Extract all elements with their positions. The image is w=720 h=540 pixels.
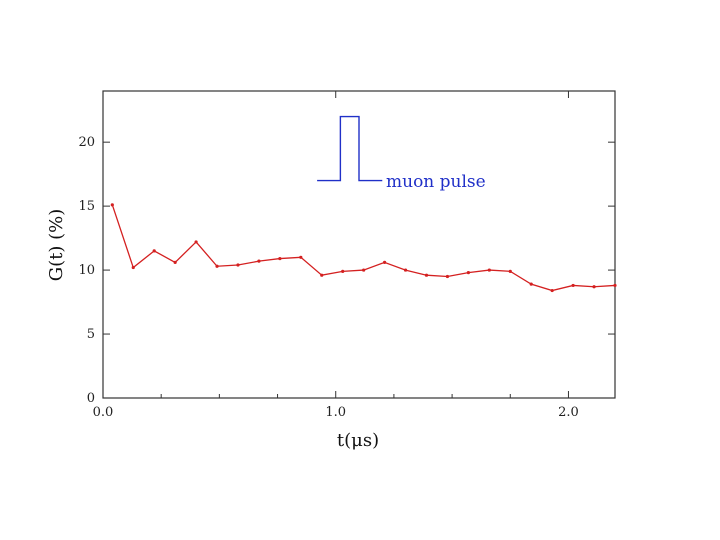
axes-frame xyxy=(102,90,616,399)
series-layer xyxy=(110,203,617,293)
data-point xyxy=(152,249,156,253)
series-line xyxy=(111,204,616,292)
data-point xyxy=(571,283,575,288)
data-point xyxy=(215,264,219,268)
data-point xyxy=(383,260,387,265)
muon-pulse-label: muon pulse xyxy=(386,172,486,192)
axis-ticks xyxy=(102,91,615,399)
data-point xyxy=(550,288,554,293)
data-point xyxy=(194,240,198,244)
data-point xyxy=(110,203,114,207)
data-point xyxy=(341,269,345,273)
annotation-layer: muon pulse xyxy=(317,115,486,192)
data-point xyxy=(529,282,533,286)
x-tick-label: 0.0 xyxy=(93,405,114,420)
data-point xyxy=(131,265,135,270)
data-point xyxy=(299,255,303,259)
data-point xyxy=(403,268,408,272)
data-point xyxy=(236,263,240,267)
data-point xyxy=(320,273,324,277)
data-point xyxy=(424,273,429,277)
y-tick-label: 5 xyxy=(87,327,95,342)
data-point xyxy=(173,260,177,265)
y-tick-label: 20 xyxy=(78,135,95,150)
data-point xyxy=(362,268,366,272)
y-tick-label: 15 xyxy=(78,199,95,214)
plot-frame xyxy=(102,90,616,399)
data-point xyxy=(466,271,470,275)
data-point xyxy=(278,256,282,261)
data-point xyxy=(508,269,512,273)
x-tick-label: 2.0 xyxy=(558,405,579,420)
x-axis-label: t(μs) xyxy=(337,430,379,451)
y-tick-label: 10 xyxy=(78,263,95,278)
y-tick-label: 0 xyxy=(87,391,95,406)
x-tick-label: 1.0 xyxy=(325,405,346,420)
y-axis-label: G(t) (%) xyxy=(46,209,67,282)
muon-pulse-shape xyxy=(317,115,383,182)
data-point xyxy=(592,285,596,289)
data-point xyxy=(257,259,261,263)
tick-labels: 0.0 1.0 2.0 0 5 10 15 20 xyxy=(78,135,578,420)
data-point xyxy=(445,274,450,279)
data-point xyxy=(613,283,617,288)
data-point xyxy=(487,268,491,272)
